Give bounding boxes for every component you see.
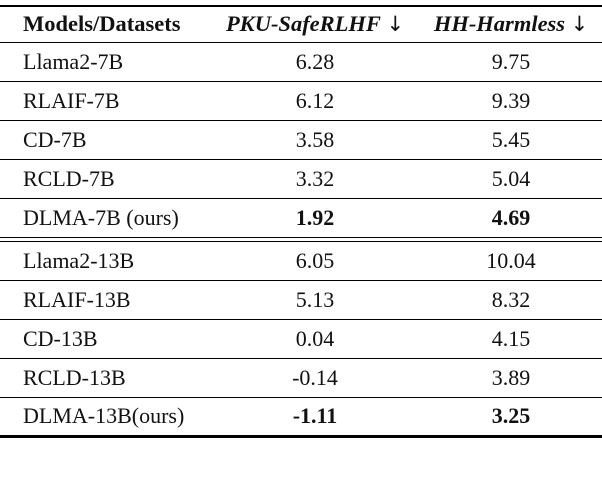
hh-score-cell: 5.45 (491, 126, 531, 152)
table-row-dlma-13b-ours: DLMA-13B(ours) -1.11 3.25 (0, 397, 602, 436)
model-name-cell: CD-13B (23, 325, 98, 351)
header-models-datasets: Models/Datasets (23, 11, 181, 36)
pku-score-cell: -1.11 (292, 403, 338, 428)
hh-score-cell: 3.25 (491, 403, 531, 428)
pku-score-cell: 3.58 (295, 126, 335, 152)
results-table: Models/Datasets PKU-SafeRLHF ↓ HH-Harmle… (0, 5, 602, 438)
table-header-row: Models/Datasets PKU-SafeRLHF ↓ HH-Harmle… (0, 6, 602, 42)
pku-score-cell: 6.05 (295, 247, 335, 273)
header-hh-harmless: HH-Harmless ↓ (420, 6, 602, 42)
table-row-llama2-13b: Llama2-13B 6.05 10.04 (0, 241, 602, 280)
model-name-cell: CD-7B (23, 126, 87, 152)
hh-score-cell: 9.39 (491, 87, 531, 113)
table-row-cd-13b: CD-13B 0.04 4.15 (0, 319, 602, 358)
table-row-rcld-7b: RCLD-7B 3.32 5.04 (0, 159, 602, 198)
hh-score-cell: 10.04 (486, 247, 536, 273)
pku-score-cell: 6.12 (295, 87, 335, 113)
section-divider (0, 237, 602, 241)
model-name-cell: Llama2-13B (23, 247, 135, 273)
hh-score-cell: 9.75 (491, 48, 531, 74)
hh-score-cell: 3.89 (491, 364, 531, 390)
model-name-cell: DLMA-13B(ours) (23, 403, 185, 428)
pku-score-cell: -0.14 (292, 364, 338, 390)
hh-score-cell: 8.32 (491, 286, 531, 312)
model-name-cell: RLAIF-7B (23, 87, 120, 113)
table-row-dlma-7b-ours: DLMA-7B (ours) 1.92 4.69 (0, 198, 602, 237)
table-row-rlaif-13b: RLAIF-13B 5.13 8.32 (0, 280, 602, 319)
model-name-cell: RCLD-7B (23, 165, 115, 191)
pku-score-cell: 3.32 (295, 165, 335, 191)
model-name-cell: RCLD-13B (23, 364, 126, 390)
pku-score-cell: 1.92 (295, 204, 335, 230)
model-name-cell: RLAIF-13B (23, 286, 131, 312)
hh-score-cell: 4.69 (491, 204, 531, 230)
header-pku-saferlhf: PKU-SafeRLHF ↓ (210, 6, 420, 42)
model-name-cell: DLMA-7B (ours) (23, 204, 179, 230)
header-pku-label: PKU-SafeRLHF (225, 11, 381, 36)
down-arrow-icon: ↓ (386, 12, 405, 36)
header-hh-label: HH-Harmless (433, 11, 566, 36)
model-name-cell: Llama2-7B (23, 48, 124, 74)
pku-score-cell: 0.04 (295, 325, 335, 351)
down-arrow-icon: ↓ (570, 12, 589, 36)
table-row-cd-7b: CD-7B 3.58 5.45 (0, 120, 602, 159)
table-row-rlaif-7b: RLAIF-7B 6.12 9.39 (0, 81, 602, 120)
hh-score-cell: 5.04 (491, 165, 531, 191)
pku-score-cell: 6.28 (295, 48, 335, 74)
table-row-llama2-7b: Llama2-7B 6.28 9.75 (0, 42, 602, 81)
pku-score-cell: 5.13 (295, 286, 335, 312)
hh-score-cell: 4.15 (491, 325, 531, 351)
table-row-rcld-13b: RCLD-13B -0.14 3.89 (0, 358, 602, 397)
